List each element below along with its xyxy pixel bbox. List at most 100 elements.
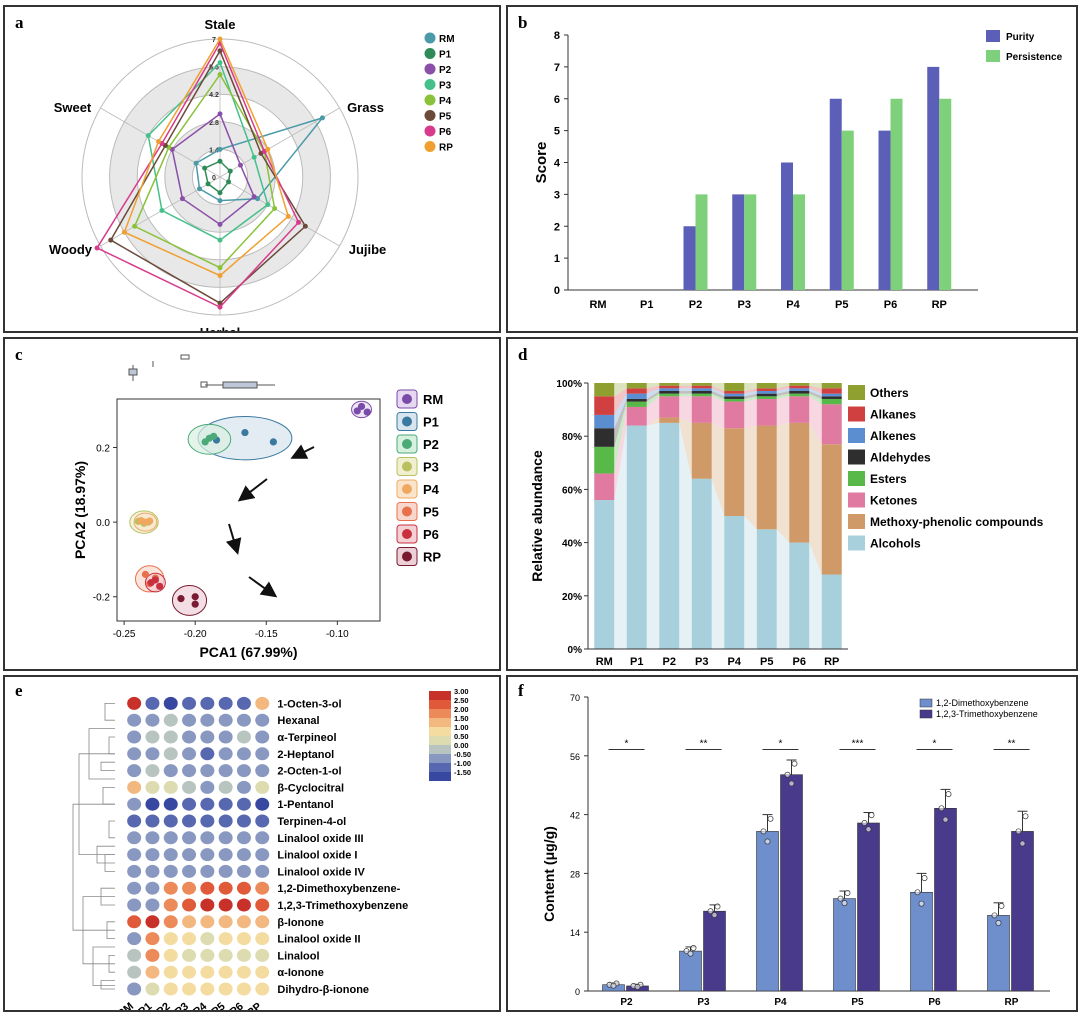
x-tick-label: RP xyxy=(1005,997,1019,1008)
heatmap-cell xyxy=(163,780,178,794)
replicate-point xyxy=(998,902,1005,909)
point-RM xyxy=(357,402,366,411)
bar-1,2,3-Trimethoxybenzene xyxy=(1011,831,1034,992)
x-tick-label: P2 xyxy=(689,299,702,311)
pca-scatter-plot: -0.25 -0.20 -0.15 -0.10 -0.2 0.0 0.2 PCA1 (67.9… xyxy=(72,354,443,660)
bar-Persistence xyxy=(841,130,854,290)
point-RM xyxy=(353,407,361,415)
legend-label: P3 xyxy=(439,81,452,92)
replicate-point xyxy=(938,805,945,812)
flow-band xyxy=(711,393,725,402)
legend-label: P3 xyxy=(423,460,439,475)
bar-1,2-Dimethoxybenzene xyxy=(910,892,933,992)
flow-band xyxy=(809,542,822,649)
bar-1,2-Dimethoxybenzene xyxy=(756,831,779,992)
heatmap-col-label: P5 xyxy=(210,1001,228,1010)
radar-point xyxy=(217,146,223,152)
radar-chart: 01.42.84.25.67StaleGrassJujibeHerbalWood… xyxy=(49,17,455,331)
heatmap-cell xyxy=(236,864,251,878)
panel-d: d RM P1 P2 P3 P4 P5 P6 RP 0% 20% 40% 60% 80% 100% Rela… xyxy=(506,337,1078,671)
y-axis-label: Relative abundance xyxy=(529,450,545,582)
heatmap-cell xyxy=(127,965,142,979)
heatmap-cell xyxy=(200,932,215,946)
bar-Purity xyxy=(683,226,696,290)
y-axis-label: PCA2 (18.97%) xyxy=(72,461,88,559)
heatmap-cell xyxy=(127,797,142,811)
legend-label: Purity xyxy=(1006,32,1035,43)
bar-segment-Alkanes xyxy=(756,388,777,391)
legend-label: Persistence xyxy=(1006,52,1063,63)
replicate-point xyxy=(610,982,617,989)
legend-marker xyxy=(424,125,436,137)
bar-segment-Aldehydes xyxy=(594,428,615,447)
colorscale-label: -1.50 xyxy=(454,768,471,777)
bar-Persistence xyxy=(793,194,805,290)
y-tick-label: 4 xyxy=(554,158,561,170)
point-P1 xyxy=(269,438,277,446)
bar-segment-Alkenes xyxy=(821,393,842,397)
replicate-point xyxy=(914,889,921,896)
heatmap-row-label: α-Ionone xyxy=(277,967,323,979)
x-tick-label: RM xyxy=(596,656,613,668)
flow-band xyxy=(711,422,725,516)
panel-b: b 0 1 2 3 4 5 6 7 8 Score RM P1 P2 P3 P4 P5 P6 RP Purity Pe… xyxy=(506,5,1078,333)
bar-segment-Esters xyxy=(724,398,745,402)
heatmap-cell xyxy=(127,747,142,761)
heatmap-cell xyxy=(218,881,233,895)
colorscale-label: 2.00 xyxy=(454,705,469,714)
y-tick-label: 0 xyxy=(575,987,580,997)
flow-band xyxy=(744,388,757,394)
legend-marker xyxy=(424,110,436,121)
colorscale-label: 3.00 xyxy=(454,687,469,696)
heatmap-cell xyxy=(182,797,197,811)
replicate-point xyxy=(767,815,774,822)
bar-segment-Methoxy-phenolic compounds xyxy=(659,417,680,423)
heatmap-cell xyxy=(145,814,160,828)
heatmap-cell xyxy=(255,848,270,862)
bar-segment-Esters xyxy=(756,396,777,399)
y-tick-label: 0 xyxy=(554,285,560,297)
panel-letter-c: c xyxy=(15,345,23,364)
heatmap-cell xyxy=(182,881,197,895)
score-bar-chart: 0 1 2 3 4 5 6 7 8 Score RM P1 P2 P3 P4 P5 P6 RP Purity Pers… xyxy=(533,30,1063,311)
heatmap-cell xyxy=(200,696,215,710)
radar-axis-label: Sweet xyxy=(54,100,92,115)
radar-point xyxy=(205,181,211,187)
heatmap-cell xyxy=(145,797,160,811)
bar-segment-Others xyxy=(691,383,712,386)
dendrogram-branch xyxy=(108,820,115,839)
heatmap-cell xyxy=(182,814,197,828)
y-tick-label: 0.0 xyxy=(96,518,110,529)
dendrogram-branch xyxy=(102,787,115,805)
radar-point xyxy=(285,213,291,219)
heatmap-cell xyxy=(182,965,197,979)
legend-label: Others xyxy=(870,386,909,400)
heatmap-cell xyxy=(163,965,178,979)
x-tick-label: P3 xyxy=(738,299,751,311)
heatmap-cell xyxy=(127,831,142,845)
radar-axis-label: Stale xyxy=(204,17,235,32)
heatmap-cell xyxy=(145,965,160,979)
colorscale-swatch xyxy=(429,745,451,754)
replicate-point xyxy=(945,791,952,798)
bar-segment-Alkenes xyxy=(724,393,745,397)
heatmap-cell xyxy=(200,730,215,744)
replicate-point xyxy=(760,828,767,835)
heatmap-cell xyxy=(236,713,251,727)
colorscale-swatch xyxy=(429,772,451,781)
flow-band xyxy=(679,390,692,394)
bar-segment-Alkenes xyxy=(789,388,810,391)
x-tick-label: -0.20 xyxy=(184,629,207,640)
bar-segment-Methoxy-phenolic compounds xyxy=(789,422,810,543)
x-tick-label: RP xyxy=(824,656,839,668)
heatmap-cell xyxy=(200,797,215,811)
flow-band xyxy=(646,383,660,389)
bar-1,2-Dimethoxybenzene xyxy=(833,898,856,992)
heatmap-cell xyxy=(182,780,197,794)
heatmap-cell xyxy=(218,965,233,979)
heatmap-cell xyxy=(127,848,142,862)
heatmap-cell xyxy=(145,932,160,946)
replicate-point xyxy=(844,889,851,896)
replicate-point xyxy=(687,950,694,957)
